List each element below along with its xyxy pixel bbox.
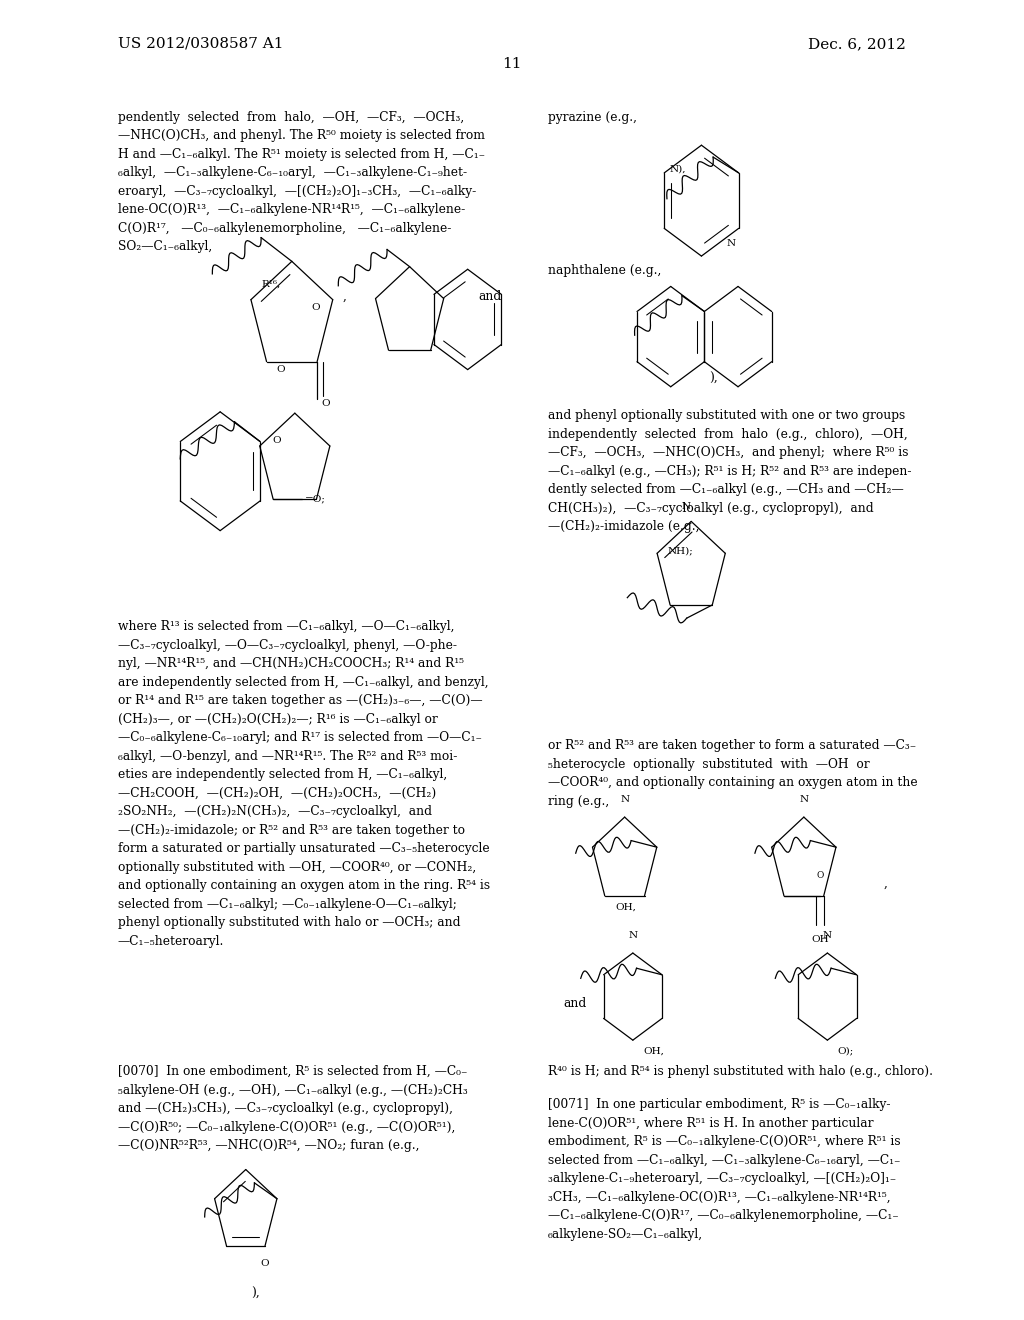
- Text: ,: ,: [343, 289, 347, 302]
- Text: N: N: [726, 239, 735, 248]
- Text: and: and: [563, 997, 587, 1010]
- Text: ,: ,: [884, 876, 888, 890]
- Text: O: O: [276, 366, 286, 374]
- Text: R⁴⁰ is H; and R⁵⁴ is phenyl substituted with halo (e.g., chloro).: R⁴⁰ is H; and R⁵⁴ is phenyl substituted …: [548, 1065, 933, 1078]
- Text: [0071]  In one particular embodiment, R⁵ is —C₀₋₁alky-
lene-C(O)OR⁵¹, where R⁵¹ : [0071] In one particular embodiment, R⁵ …: [548, 1098, 900, 1241]
- Text: N: N: [823, 931, 831, 940]
- Text: and: and: [478, 289, 502, 302]
- Text: N: N: [682, 502, 690, 511]
- Text: OH,: OH,: [643, 1047, 664, 1056]
- Text: where R¹³ is selected from —C₁₋₆alkyl, —O—C₁₋₆alkyl,
—C₃₋₇cycloalkyl, —O—C₃₋₇cyc: where R¹³ is selected from —C₁₋₆alkyl, —…: [118, 620, 489, 948]
- Text: 11: 11: [502, 57, 522, 71]
- Text: O);: O);: [838, 1047, 854, 1056]
- Text: NH);: NH);: [668, 546, 693, 556]
- Text: and phenyl optionally substituted with one or two groups
independently  selected: and phenyl optionally substituted with o…: [548, 409, 911, 533]
- Text: [0070]  In one embodiment, R⁵ is selected from H, —C₀₋
₅alkylene-OH (e.g., —OH),: [0070] In one embodiment, R⁵ is selected…: [118, 1065, 468, 1152]
- Text: or R⁵² and R⁵³ are taken together to form a saturated —C₃₋
₅heterocycle  optiona: or R⁵² and R⁵³ are taken together to for…: [548, 739, 918, 808]
- Text: ),: ),: [251, 1287, 260, 1300]
- Text: O: O: [272, 436, 281, 445]
- Text: OH,: OH,: [615, 903, 636, 912]
- Text: Dec. 6, 2012: Dec. 6, 2012: [808, 37, 906, 51]
- Text: N),: N),: [670, 165, 686, 173]
- Text: OH: OH: [811, 936, 828, 945]
- Text: N: N: [621, 795, 629, 804]
- Text: O: O: [816, 871, 823, 880]
- Text: ),: ),: [710, 372, 718, 385]
- Text: pyrazine (e.g.,: pyrazine (e.g.,: [548, 111, 637, 124]
- Text: N: N: [800, 795, 808, 804]
- Text: =O;: =O;: [305, 495, 326, 504]
- Text: O: O: [312, 304, 321, 312]
- Text: US 2012/0308587 A1: US 2012/0308587 A1: [118, 37, 284, 51]
- Text: pendently  selected  from  halo,  —OH,  —CF₃,  —OCH₃,
—NHC(O)CH₃, and phenyl. Th: pendently selected from halo, —OH, —CF₃,…: [118, 111, 485, 253]
- Text: O: O: [261, 1259, 269, 1269]
- Text: R¹⁶,: R¹⁶,: [261, 280, 281, 289]
- Text: O: O: [322, 399, 330, 408]
- Text: N: N: [629, 931, 637, 940]
- Text: naphthalene (e.g.,: naphthalene (e.g.,: [548, 264, 662, 277]
